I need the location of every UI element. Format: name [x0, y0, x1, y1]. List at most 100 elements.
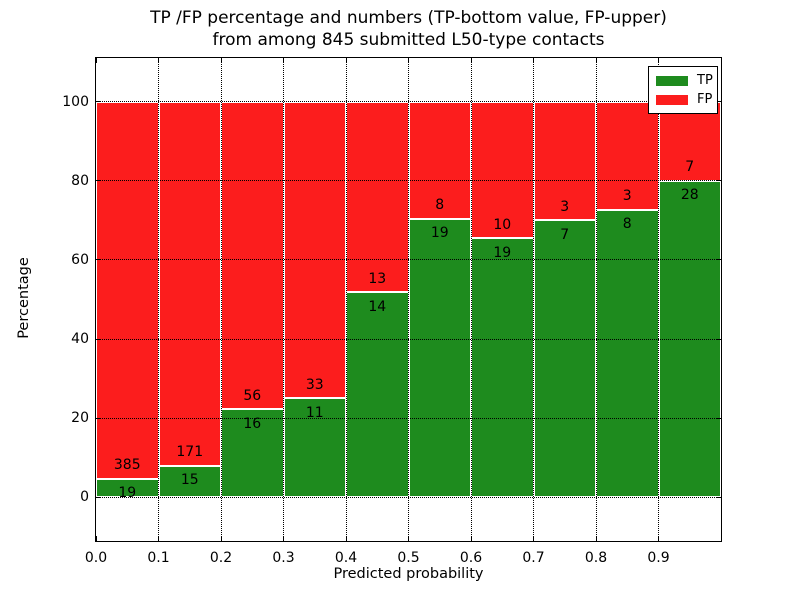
y-tick-label: 100: [62, 93, 89, 110]
legend-label: FP: [697, 92, 713, 107]
tp-bar-segment: [408, 218, 471, 498]
fp-count-label: 171: [176, 444, 204, 461]
tp-count-label: 14: [368, 298, 387, 315]
x-tick-bottom: [283, 536, 284, 541]
fp-count-label: 7: [685, 159, 695, 176]
x-tick-top: [220, 58, 222, 63]
legend: TP FP: [648, 66, 718, 114]
x-gridline: [345, 58, 347, 541]
x-tick-bottom: [220, 536, 222, 541]
plot-area: 385 19 171 15 56 16 33 11 13 14 8 19 10 19 3 7 3 8 7 28 TP FP: [95, 57, 722, 542]
y-tick-right: [716, 338, 721, 340]
tp-count-label: 19: [493, 244, 512, 261]
y-tick-right: [716, 259, 721, 261]
tp-count-label: 15: [180, 472, 199, 489]
x-tick-top: [533, 58, 534, 63]
x-tick-top: [158, 58, 159, 63]
x-tick-top: [595, 58, 597, 63]
x-tick-bottom: [158, 536, 159, 541]
y-tick-left: [96, 338, 101, 340]
fp-count-label: 33: [305, 376, 324, 393]
y-tick-right: [716, 417, 721, 419]
fp-bar-segment: [158, 101, 221, 466]
tp-count-label: 19: [430, 225, 449, 242]
tp-bar-segment: [596, 209, 659, 498]
x-tick-label: 0.7: [522, 550, 545, 566]
y-tick-left: [96, 417, 101, 419]
x-tick-bottom: [408, 536, 409, 541]
x-tick-bottom: [658, 536, 659, 541]
x-tick-top: [408, 58, 409, 63]
y-gridline: [96, 338, 721, 340]
x-tick-label: 0.8: [584, 550, 608, 566]
x-gridline: [220, 58, 222, 541]
x-gridline: [533, 58, 534, 541]
x-gridline: [470, 58, 472, 541]
x-tick-label: 0.5: [397, 550, 420, 566]
tp-bar-segment: [471, 238, 534, 498]
y-tick-left: [96, 180, 101, 182]
y-gridline: [96, 417, 721, 419]
x-tick-bottom: [595, 536, 597, 541]
legend-label: TP: [697, 73, 713, 88]
y-tick-left: [96, 101, 101, 103]
tp-count-label: 19: [118, 485, 137, 502]
tp-count-label: 11: [305, 404, 324, 421]
x-tick-bottom: [345, 536, 347, 541]
x-tick-label: 0.9: [647, 550, 670, 566]
x-tick-top: [283, 58, 284, 63]
y-tick-label: 0: [80, 489, 89, 506]
tp-bar-segment: [158, 465, 221, 498]
fp-count-label: 10: [493, 216, 512, 233]
y-tick-right: [716, 101, 721, 103]
fp-bar-segment: [96, 101, 159, 479]
x-tick-label: 0.1: [147, 550, 170, 566]
x-tick-top: [96, 58, 97, 63]
tp-bar-segment: [533, 220, 596, 498]
y-tick-label: 20: [71, 410, 89, 427]
legend-entry-tp: TP: [656, 73, 713, 89]
x-gridline: [658, 58, 659, 541]
x-tick-bottom: [533, 536, 534, 541]
tp-count-label: 16: [243, 415, 262, 432]
fp-count-label: 3: [560, 198, 570, 215]
x-tick-label: 0.6: [459, 550, 483, 566]
x-tick-label: 0.0: [84, 550, 108, 566]
y-tick-right: [716, 180, 721, 182]
x-axis-label: Predicted probability: [333, 566, 484, 582]
x-tick-top: [470, 58, 472, 63]
fp-swatch-icon: [656, 95, 688, 105]
x-gridline: [158, 58, 159, 541]
y-tick-label: 40: [71, 331, 89, 348]
x-tick-label: 0.2: [209, 550, 233, 566]
x-gridline: [595, 58, 597, 541]
x-tick-bottom: [470, 536, 472, 541]
y-tick-right: [716, 496, 721, 498]
tp-swatch-icon: [656, 76, 688, 86]
x-tick-bottom: [96, 536, 97, 541]
chart-title-line2: from among 845 submitted L50-type contac…: [212, 30, 605, 50]
y-gridline: [96, 180, 721, 182]
fp-count-label: 8: [435, 197, 445, 214]
y-tick-label: 80: [71, 172, 89, 189]
y-tick-label: 60: [71, 251, 89, 268]
x-tick-label: 0.3: [272, 550, 295, 566]
fp-bar-segment: [346, 101, 409, 293]
fp-count-label: 56: [243, 387, 262, 404]
tp-count-label: 8: [622, 216, 632, 233]
chart-title: TP /FP percentage and numbers (TP-bottom…: [96, 7, 721, 51]
chart-title-line1: TP /FP percentage and numbers (TP-bottom…: [150, 8, 667, 28]
fp-count-label: 13: [368, 270, 387, 287]
fp-bar-segment: [283, 101, 346, 399]
y-gridline: [96, 496, 721, 498]
x-gridline: [283, 58, 284, 541]
x-tick-top: [658, 58, 659, 63]
tp-bar-segment: [283, 398, 346, 498]
x-tick-label: 0.4: [334, 550, 358, 566]
tp-count-label: 7: [560, 226, 570, 243]
x-tick-top: [345, 58, 347, 63]
y-tick-left: [96, 259, 101, 261]
legend-entry-fp: FP: [656, 92, 713, 108]
y-gridline: [96, 259, 721, 261]
